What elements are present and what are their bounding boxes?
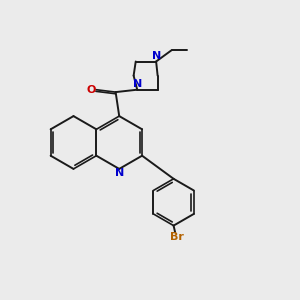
Text: N: N (115, 168, 124, 178)
Text: O: O (86, 85, 95, 95)
Text: N: N (133, 79, 142, 89)
Text: Br: Br (170, 232, 184, 242)
Text: N: N (152, 51, 161, 61)
